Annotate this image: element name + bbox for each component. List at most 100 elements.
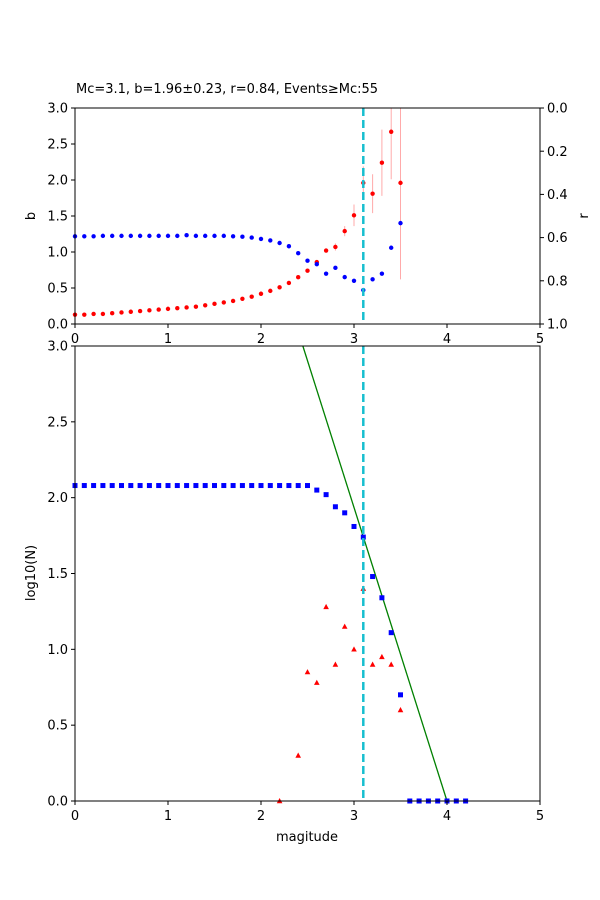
r-point: [333, 265, 338, 271]
top-xtick-label: 4: [443, 332, 451, 347]
b-point: [137, 308, 143, 314]
bottom-ytick-label: 0.5: [47, 719, 68, 734]
top-ticks: 0 1 2 3 4 5 0.0 0.5 1.0 1.5 2.0 2.5 3.0 0.0 0.2 0.4 0.6 0…: [47, 102, 567, 347]
r-point: [165, 233, 171, 239]
bottom-ytick-label: 1.5: [47, 567, 68, 582]
b-point: [333, 244, 338, 250]
b-point: [156, 307, 161, 312]
b-point: [342, 228, 347, 234]
top-left-ytick-label: 3.0: [47, 102, 68, 117]
figure-title: Mc=3.1, b=1.96±0.23, r=0.84, Events≥Mc:5…: [76, 82, 378, 97]
r-point: [100, 233, 106, 239]
r-point: [277, 240, 282, 246]
cumulative-point: [109, 483, 115, 489]
b-point: [230, 298, 236, 304]
cumulative-point: [184, 483, 190, 489]
bottom-xtick-label: 2: [257, 809, 265, 824]
r-point: [240, 234, 245, 239]
top-right-ytick-label: 1.0: [547, 318, 568, 333]
top-left-ytick-label: 2.0: [47, 174, 68, 189]
b-point: [175, 305, 180, 311]
noncumulative-point: [304, 669, 311, 675]
r-point: [351, 278, 357, 283]
cumulative-point: [202, 483, 208, 489]
cumulative-point: [332, 504, 338, 510]
cumulative-point: [379, 595, 385, 601]
cumulative-point: [81, 483, 87, 489]
cumulative-point: [146, 483, 152, 489]
r-point: [175, 233, 180, 239]
b-point: [203, 303, 208, 308]
noncumulative-point: [379, 653, 385, 660]
bottom-xtick-label: 0: [71, 809, 79, 824]
top-right-ytick-label: 0.2: [547, 145, 568, 160]
cumulative-point: [286, 483, 292, 489]
cumulative-point: [351, 523, 357, 529]
r-point: [193, 233, 199, 239]
r-point: [379, 271, 385, 276]
r-point: [323, 271, 329, 276]
b-point: [165, 306, 171, 312]
r-point: [184, 233, 189, 238]
bottom-marks: [72, 345, 469, 804]
r-point: [342, 274, 347, 280]
cumulative-point: [156, 483, 162, 489]
r-point: [305, 258, 310, 263]
r-point: [230, 234, 236, 239]
b-point: [221, 300, 226, 305]
b-point: [212, 301, 217, 307]
bottom-ylabel: log10(N): [24, 545, 39, 601]
b-point: [370, 191, 375, 196]
cumulative-point: [370, 574, 376, 580]
cumulative-point: [314, 487, 320, 493]
cumulative-point: [342, 510, 348, 516]
cumulative-point: [100, 483, 106, 489]
bottom-ytick-label: 2.5: [47, 415, 68, 430]
b-point: [268, 288, 273, 294]
cumulative-point: [165, 483, 171, 489]
cumulative-point: [119, 483, 124, 489]
top-xtick-label: 3: [350, 332, 358, 347]
top-right-ytick-label: 0.0: [547, 102, 568, 117]
top-right-ytick-label: 0.8: [547, 274, 568, 289]
r-point: [398, 220, 403, 226]
r-point: [82, 234, 87, 239]
bottom-ytick-label: 2.0: [47, 491, 68, 506]
r-point: [110, 233, 115, 239]
b-point: [351, 213, 357, 218]
top-right-ylabel: r: [577, 213, 592, 219]
bottom-xlabel: magitude: [276, 830, 338, 845]
bottom-ytick-label: 3.0: [47, 340, 68, 355]
r-point: [128, 233, 133, 239]
r-point: [370, 277, 375, 282]
noncumulative-point: [314, 679, 320, 685]
top-axes-frame: [74, 107, 541, 325]
noncumulative-point: [397, 707, 404, 713]
cumulative-point: [221, 483, 227, 489]
bottom-ytick-label: 0.0: [47, 795, 68, 810]
r-point: [203, 233, 208, 239]
r-point: [249, 235, 254, 240]
noncumulative-point: [332, 661, 339, 667]
b-point: [379, 160, 385, 165]
b-point: [110, 311, 115, 316]
noncumulative-point: [351, 646, 357, 652]
b-point: [240, 296, 245, 301]
top-left-ylabel: b: [24, 212, 39, 220]
r-point: [389, 245, 394, 250]
r-point: [221, 233, 226, 239]
r-point: [156, 233, 161, 239]
b-point: [193, 304, 199, 309]
top-right-ytick-label: 0.6: [547, 231, 568, 246]
cumulative-point: [249, 483, 255, 489]
b-point: [100, 311, 106, 317]
cumulative-point: [193, 483, 199, 489]
b-point: [147, 308, 152, 313]
top-xtick-label: 5: [536, 332, 544, 347]
top-plot-area: [72, 107, 541, 325]
r-point: [91, 234, 96, 239]
b-point: [249, 294, 254, 299]
cumulative-point: [305, 483, 310, 489]
cumulative-point: [239, 483, 245, 489]
top-left-ytick-label: 1.0: [47, 246, 68, 261]
